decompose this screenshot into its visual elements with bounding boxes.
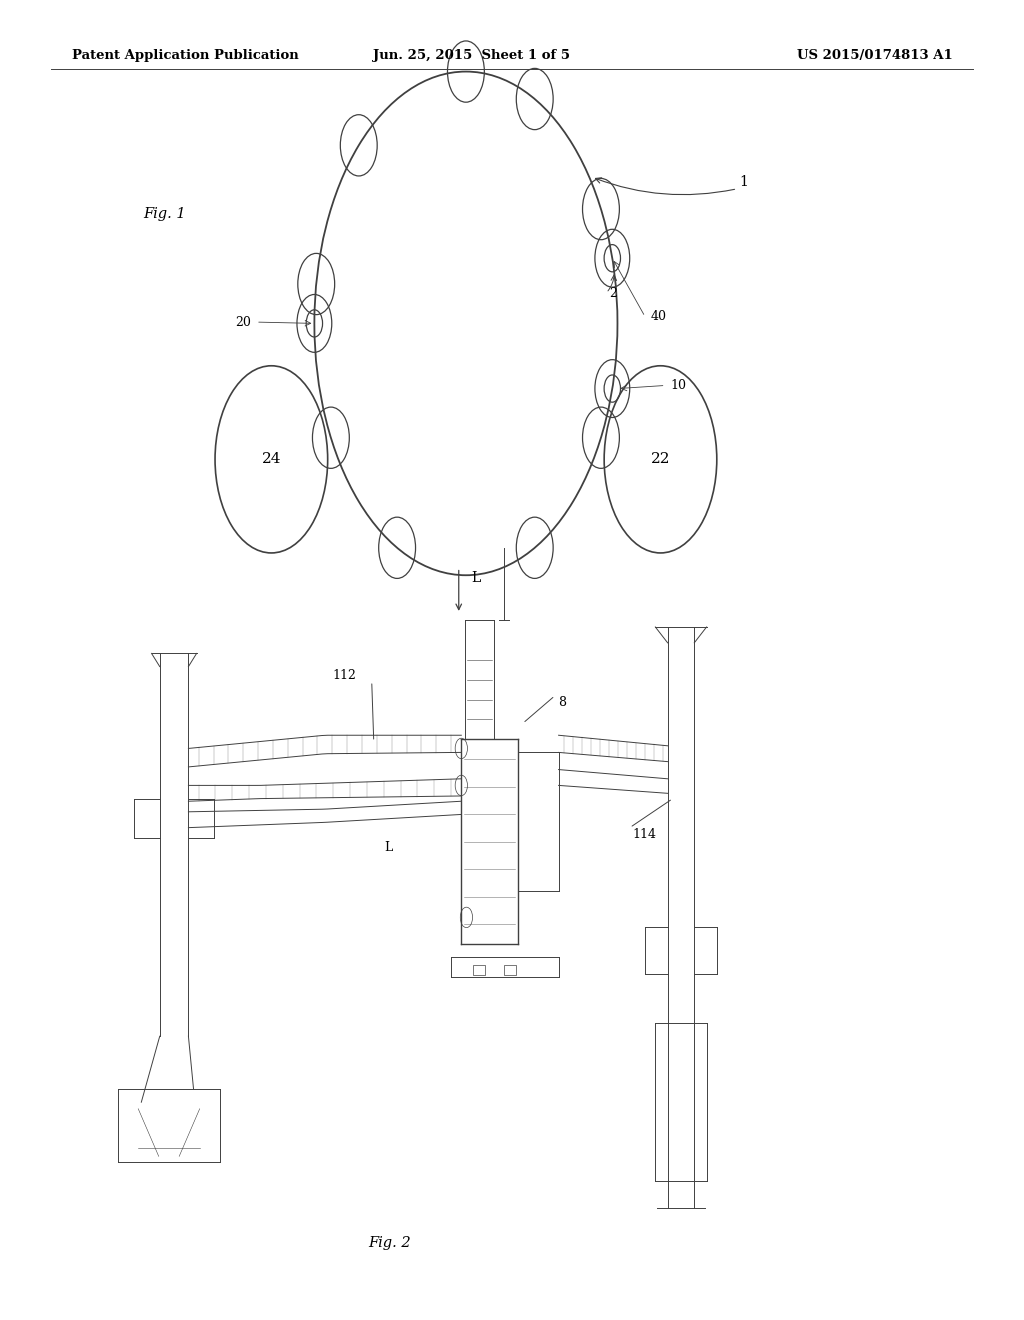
Text: 20: 20: [234, 315, 251, 329]
Text: 8: 8: [558, 696, 566, 709]
Text: 1: 1: [739, 176, 749, 189]
Bar: [504, 965, 516, 975]
Text: 22: 22: [650, 453, 671, 466]
Text: L: L: [471, 572, 480, 585]
Text: 112: 112: [333, 669, 356, 682]
Text: 10: 10: [671, 379, 687, 392]
Text: 114: 114: [633, 828, 656, 841]
Text: Fig. 2: Fig. 2: [369, 1237, 412, 1250]
Text: US 2015/0174813 A1: US 2015/0174813 A1: [797, 49, 952, 62]
Text: 24: 24: [261, 453, 282, 466]
Text: L: L: [384, 841, 392, 854]
Text: Fig. 1: Fig. 1: [143, 207, 186, 220]
Text: Patent Application Publication: Patent Application Publication: [72, 49, 298, 62]
Bar: [473, 965, 485, 975]
Text: Jun. 25, 2015  Sheet 1 of 5: Jun. 25, 2015 Sheet 1 of 5: [373, 49, 569, 62]
Text: 2: 2: [609, 286, 617, 300]
Text: 40: 40: [650, 310, 667, 323]
